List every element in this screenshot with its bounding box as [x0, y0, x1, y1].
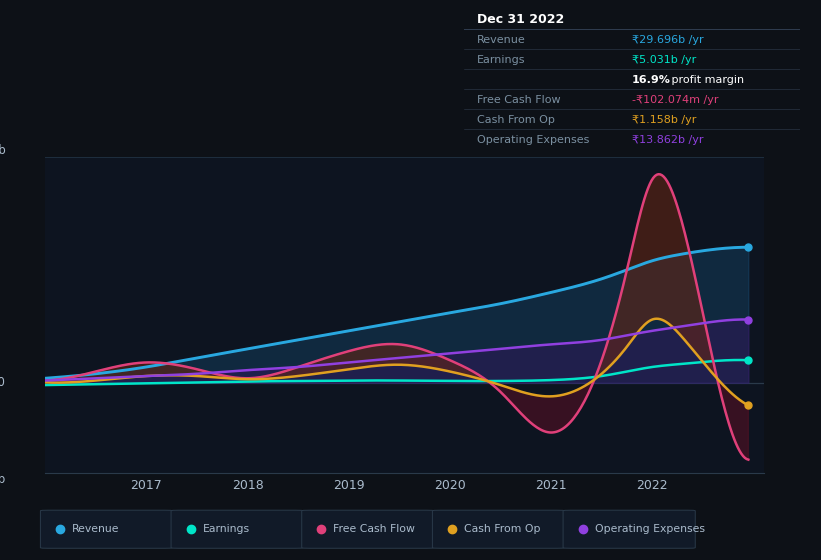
Text: Operating Expenses: Operating Expenses — [477, 136, 589, 146]
Text: 16.9%: 16.9% — [632, 75, 671, 85]
Text: Cash From Op: Cash From Op — [477, 115, 555, 125]
Text: Revenue: Revenue — [72, 524, 120, 534]
Text: -₹20b: -₹20b — [0, 473, 6, 486]
Text: Earnings: Earnings — [203, 524, 250, 534]
Text: -₹102.074m /yr: -₹102.074m /yr — [632, 95, 718, 105]
Text: profit margin: profit margin — [667, 75, 744, 85]
FancyBboxPatch shape — [171, 510, 303, 548]
Text: ₹29.696b /yr: ₹29.696b /yr — [632, 35, 704, 45]
Text: Free Cash Flow: Free Cash Flow — [333, 524, 415, 534]
Text: Cash From Op: Cash From Op — [464, 524, 540, 534]
Text: ₹1.158b /yr: ₹1.158b /yr — [632, 115, 696, 125]
FancyBboxPatch shape — [563, 510, 695, 548]
Text: Dec 31 2022: Dec 31 2022 — [477, 13, 565, 26]
Text: Free Cash Flow: Free Cash Flow — [477, 95, 561, 105]
FancyBboxPatch shape — [302, 510, 434, 548]
Text: Earnings: Earnings — [477, 55, 525, 65]
Text: Operating Expenses: Operating Expenses — [594, 524, 704, 534]
Text: ₹50b: ₹50b — [0, 144, 6, 157]
Text: Revenue: Revenue — [477, 35, 526, 45]
FancyBboxPatch shape — [433, 510, 565, 548]
FancyBboxPatch shape — [40, 510, 172, 548]
Text: ₹0: ₹0 — [0, 376, 6, 389]
Text: ₹5.031b /yr: ₹5.031b /yr — [632, 55, 696, 65]
Text: ₹13.862b /yr: ₹13.862b /yr — [632, 136, 704, 146]
